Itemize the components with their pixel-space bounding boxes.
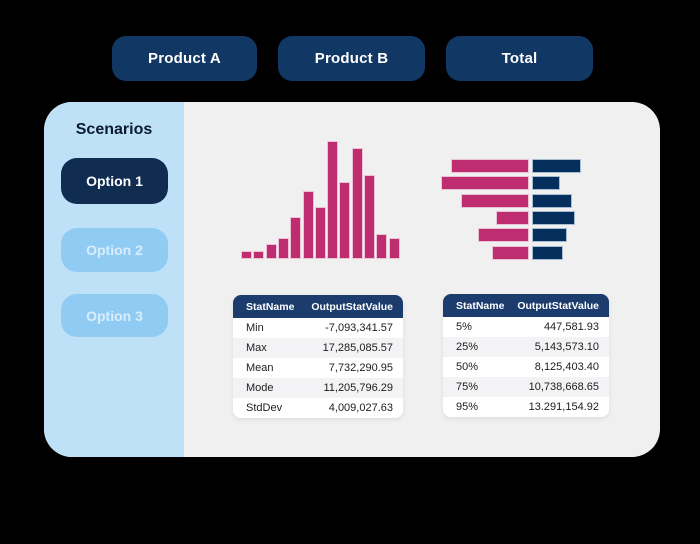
tornado-bar-left [441, 176, 530, 191]
column-statname: StatName [246, 300, 295, 313]
stat-name: Mode [246, 382, 274, 394]
stat-name: 75% [456, 381, 479, 393]
scenarios-sidebar: Scenarios Option 1 Option 2 Option 3 [44, 102, 184, 457]
table-header: StatName OutputStatValue [443, 294, 609, 317]
stat-value: 4,009,027.63 [328, 402, 393, 414]
stat-value: 447,581.93 [543, 321, 599, 333]
scenario-option-3[interactable]: Option 3 [61, 294, 168, 337]
table-header: StatName OutputStatValue [233, 295, 403, 318]
histogram-bar [277, 238, 289, 259]
table-row: Max 17,285,085.57 [233, 338, 403, 358]
tornado-bar-right [532, 245, 564, 260]
stats-table-right: StatName OutputStatValue 5% 447,581.93 25%… [443, 294, 609, 417]
tornado-bar-right [532, 176, 561, 191]
tornado-chart [440, 159, 635, 261]
stat-value: -7,093,341.57 [325, 322, 393, 334]
stat-name: StdDev [246, 402, 283, 414]
tornado-bar-right [532, 193, 573, 208]
table-row: 5% 447,581.93 [443, 317, 609, 337]
tab-product-a[interactable]: Product A [112, 36, 257, 81]
column-outputstatvalue: OutputStatValue [517, 299, 599, 312]
histogram-bar [265, 244, 277, 259]
tornado-bar-right [532, 228, 568, 243]
stat-name: 50% [456, 361, 479, 373]
table-row: Min -7,093,341.57 [233, 318, 403, 338]
tornado-bar-right [532, 211, 576, 226]
stat-value: 8,125,403.40 [534, 361, 599, 373]
stat-value: 5,143,573.10 [534, 341, 599, 353]
histogram-bar [388, 238, 400, 259]
sidebar-title: Scenarios [75, 121, 153, 138]
histogram-bar [339, 182, 351, 259]
tornado-bar-right [532, 159, 582, 173]
stat-name: Max [246, 342, 267, 354]
scenario-option-2[interactable]: Option 2 [61, 228, 168, 272]
tornado-bar-left [451, 159, 530, 173]
column-outputstatvalue: OutputStatValue [311, 300, 393, 313]
stat-value: 17,285,085.57 [322, 342, 393, 354]
stat-name: 25% [456, 341, 479, 353]
stat-name: 95% [456, 401, 479, 413]
histogram-bar [376, 234, 388, 259]
tab-total[interactable]: Total [446, 36, 593, 81]
stat-value: 13.291,154.92 [528, 401, 599, 413]
stat-name: 5% [456, 321, 472, 333]
histogram-bar [314, 207, 326, 259]
column-statname: StatName [456, 299, 505, 312]
table-row: 95% 13.291,154.92 [443, 397, 609, 417]
stat-value: 11,205,796.29 [323, 382, 393, 394]
table-row: Mean 7,732,290.95 [233, 358, 403, 378]
table-row: 50% 8,125,403.40 [443, 357, 609, 377]
histogram-bar [290, 217, 302, 259]
histogram-bar [364, 175, 375, 259]
stat-value: 7,732,290.95 [328, 362, 393, 374]
tornado-bar-left [496, 211, 530, 226]
table-row: 25% 5,143,573.10 [443, 337, 609, 357]
histogram-bar [351, 148, 363, 259]
table-row: 75% 10,738,668.65 [443, 377, 609, 397]
table-body: Min -7,093,341.57 Max 17,285,085.57 Mean 7,73… [233, 318, 403, 418]
tornado-bar-left [478, 228, 530, 243]
tornado-bar-left [461, 193, 530, 208]
histogram-bar [253, 250, 265, 259]
stat-name: Mean [246, 362, 274, 374]
tab-product-b[interactable]: Product B [278, 36, 425, 81]
histogram-bar [327, 141, 339, 259]
table-body: 5% 447,581.93 25% 5,143,573.10 50% 8,125,403.… [443, 317, 609, 417]
tornado-bar-left [492, 245, 530, 260]
table-row: Mode 11,205,796.29 [233, 378, 403, 398]
stats-table-left: StatName OutputStatValue Min -7,093,341.5… [233, 295, 403, 418]
table-row: StdDev 4,009,027.63 [233, 398, 403, 418]
histogram-bar [241, 250, 252, 259]
stat-value: 10,738,668.65 [528, 381, 599, 393]
histogram-chart [241, 140, 403, 259]
histogram-bar [302, 191, 314, 259]
stat-name: Min [246, 322, 264, 334]
scenario-option-1[interactable]: Option 1 [61, 158, 168, 204]
main-panel: Scenarios Option 1 Option 2 Option 3 Sta… [44, 102, 660, 457]
